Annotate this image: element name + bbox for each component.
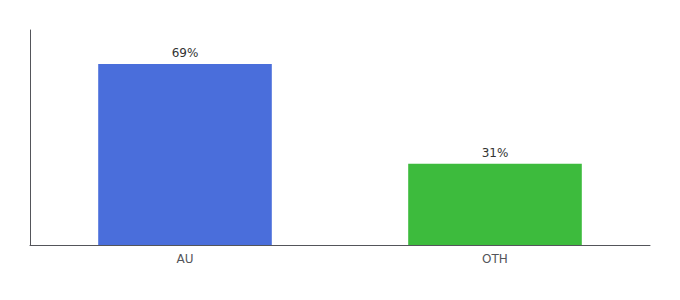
svg-text:AU: AU (177, 252, 194, 266)
svg-text:31%: 31% (482, 146, 509, 160)
svg-text:69%: 69% (172, 46, 199, 60)
svg-text:OTH: OTH (482, 252, 508, 266)
